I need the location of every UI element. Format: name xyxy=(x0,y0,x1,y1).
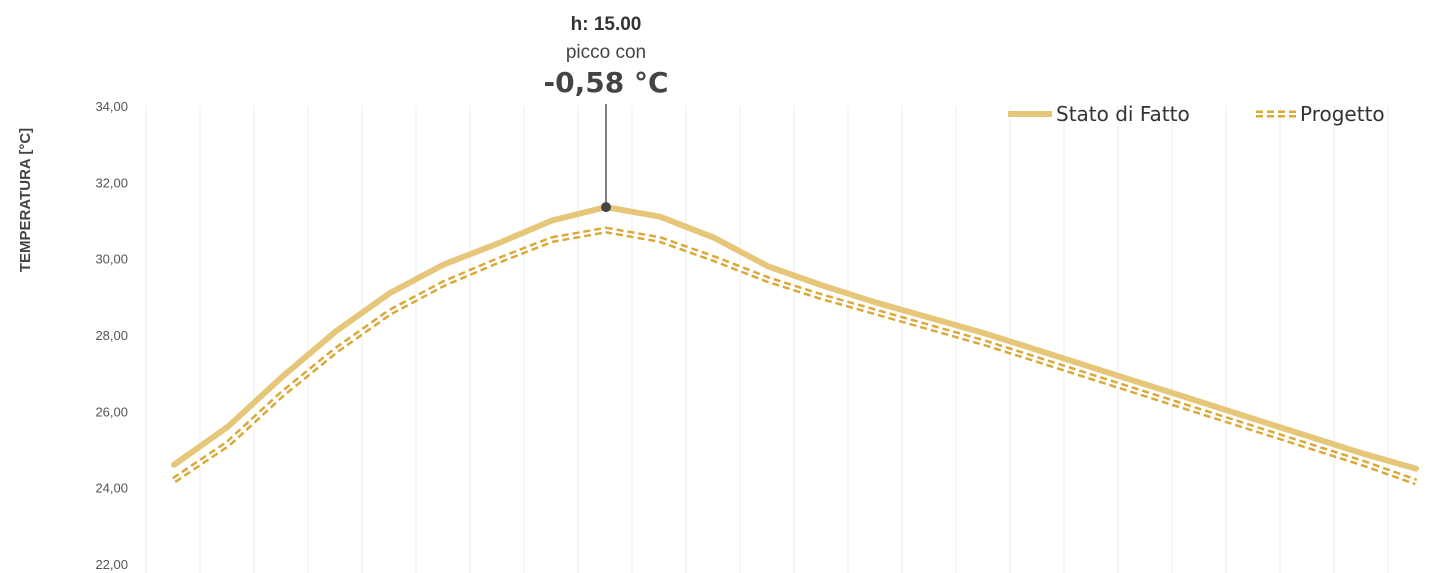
data-point-progetto xyxy=(281,393,284,396)
data-point-progetto xyxy=(1037,358,1040,361)
data-point-progetto xyxy=(1253,427,1256,430)
data-point-progetto xyxy=(173,479,176,482)
annotation-text: picco con xyxy=(566,42,646,63)
data-point-progetto xyxy=(389,311,392,314)
annotation-marker xyxy=(601,202,611,213)
data-point-stato-di-fatto xyxy=(875,301,878,304)
data-point-stato-di-fatto xyxy=(335,330,338,333)
series-line-progetto xyxy=(172,226,1418,486)
data-point-progetto xyxy=(767,278,770,281)
data-point-stato-di-fatto xyxy=(443,263,446,266)
data-point-stato-di-fatto xyxy=(1037,349,1040,352)
data-point-stato-di-fatto xyxy=(1415,467,1418,470)
legend-item-stato-di-fatto: Stato di Fatto xyxy=(1008,102,1190,126)
data-point-progetto xyxy=(983,341,986,344)
data-point-progetto xyxy=(1091,375,1094,378)
annotation-hour: h: 15.00 xyxy=(571,14,642,35)
data-point-stato-di-fatto xyxy=(173,463,176,466)
data-point-progetto xyxy=(1145,393,1148,396)
data-point-progetto xyxy=(227,442,230,445)
data-point-stato-di-fatto xyxy=(1091,366,1094,369)
legend-label-progetto: Progetto xyxy=(1300,102,1385,126)
y-tick-label: 30,00 xyxy=(95,252,128,267)
data-point-progetto xyxy=(821,295,824,298)
peak-annotation: h: 15.00 picco con -0,58 °C xyxy=(543,14,669,213)
data-point-progetto xyxy=(551,238,554,241)
data-point-stato-di-fatto xyxy=(1145,383,1148,386)
data-point-stato-di-fatto xyxy=(1307,435,1310,438)
legend-item-progetto: Progetto xyxy=(1256,102,1385,126)
data-point-stato-di-fatto xyxy=(497,242,500,245)
data-point-stato-di-fatto xyxy=(281,375,284,378)
data-point-progetto xyxy=(605,229,608,232)
data-point-progetto xyxy=(875,311,878,314)
y-tick-label: 28,00 xyxy=(95,328,128,343)
data-point-stato-di-fatto xyxy=(713,236,716,239)
data-point-stato-di-fatto xyxy=(821,284,824,287)
y-axis-label: TEMPERATURA [°C] xyxy=(17,128,34,272)
grid-lines xyxy=(145,106,1389,573)
y-tick-label: 24,00 xyxy=(95,481,128,496)
data-point-stato-di-fatto xyxy=(983,332,986,335)
y-tick-label: 26,00 xyxy=(95,404,128,419)
data-point-progetto xyxy=(497,259,500,262)
data-point-progetto xyxy=(1415,480,1418,483)
data-point-stato-di-fatto xyxy=(1199,400,1202,403)
data-point-stato-di-fatto xyxy=(767,265,770,268)
series-lines xyxy=(171,204,1419,486)
legend: Stato di Fatto Progetto xyxy=(1008,102,1385,126)
data-point-progetto xyxy=(335,349,338,352)
y-tick-label: 34,00 xyxy=(95,99,128,114)
y-axis-ticks: 22,00 24,00 26,00 28,00 30,00 32,00 34,00 xyxy=(95,99,128,572)
data-point-progetto xyxy=(713,257,716,260)
data-point-stato-di-fatto xyxy=(1253,417,1256,420)
data-point-stato-di-fatto xyxy=(1361,452,1364,455)
data-point-stato-di-fatto xyxy=(227,425,230,428)
data-point-progetto xyxy=(1199,410,1202,413)
series-line-progetto-inner xyxy=(173,229,1417,483)
data-point-progetto xyxy=(659,238,662,241)
series-line-stato-di-fatto xyxy=(171,204,1419,472)
data-point-progetto xyxy=(1361,461,1364,464)
data-point-stato-di-fatto xyxy=(551,219,554,222)
data-point-stato-di-fatto xyxy=(659,215,662,218)
data-point-progetto xyxy=(929,326,932,329)
y-tick-label: 22,00 xyxy=(95,557,128,572)
y-tick-label: 32,00 xyxy=(95,175,128,190)
data-point-stato-di-fatto xyxy=(389,292,392,295)
data-point-stato-di-fatto xyxy=(929,316,932,319)
data-point-progetto xyxy=(1307,444,1310,447)
legend-label-stato-di-fatto: Stato di Fatto xyxy=(1056,102,1190,126)
annotation-value: -0,58 °C xyxy=(543,66,668,99)
data-point-progetto xyxy=(443,282,446,285)
